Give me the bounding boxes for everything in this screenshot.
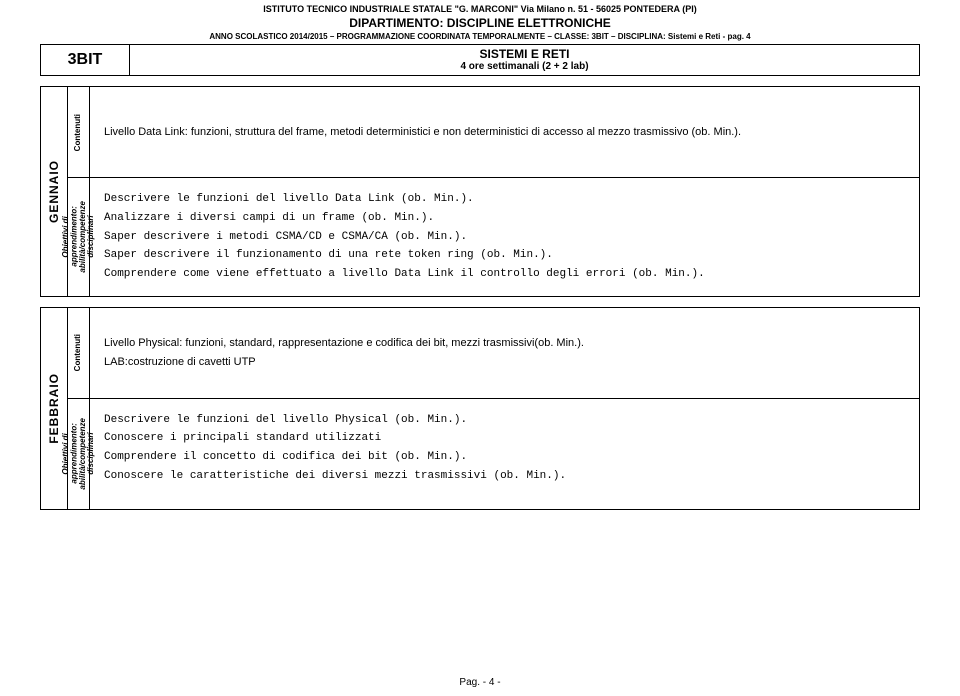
month-body: Contenuti Livello Data Link: funzioni, st… <box>68 86 920 296</box>
month-block: FEBBRAIO Contenuti Livello Physical: funzi… <box>40 307 920 510</box>
obiettivo-line: Conoscere i principali standard utilizza… <box>104 429 905 448</box>
obiettivi-content: Descrivere le funzioni del livello Physi… <box>90 399 919 509</box>
contenuti-content: Livello Physical: funzioni, standard, ra… <box>90 308 919 398</box>
document-header: ISTITUTO TECNICO INDUSTRIALE STATALE "G.… <box>40 4 920 42</box>
contenuti-label: Contenuti <box>74 114 82 151</box>
obiettivo-line: Comprendere il concetto di codifica dei … <box>104 448 905 467</box>
department: DIPARTIMENTO: DISCIPLINE ELETTRONICHE <box>40 16 920 31</box>
obiettivo-line: Saper descrivere il funzionamento di una… <box>104 246 905 265</box>
obiettivo-line: Conoscere le caratteristiche dei diversi… <box>104 467 905 486</box>
obiettivi-tab: Obiettivi diapprendimento:abilità/compet… <box>68 399 90 509</box>
month-body: Contenuti Livello Physical: funzioni, sta… <box>68 307 920 510</box>
subject-title: SISTEMI E RETI <box>130 47 919 61</box>
months-container: GENNAIO Contenuti Livello Data Link: funzi… <box>40 86 920 509</box>
contenuti-tab: Contenuti <box>68 87 90 177</box>
obiettivi-tab: Obiettivi diapprendimento:abilità/compet… <box>68 178 90 295</box>
contenuti-label: Contenuti <box>74 334 82 371</box>
obiettivo-line: Analizzare i diversi campi di un frame (… <box>104 209 905 228</box>
obiettivi-content: Descrivere le funzioni del livello Data … <box>90 178 919 295</box>
subject-box: SISTEMI E RETI 4 ore settimanali (2 + 2 … <box>130 44 920 76</box>
obiettivi-section: Obiettivi diapprendimento:abilità/compet… <box>68 399 920 510</box>
contenuti-tab: Contenuti <box>68 308 90 398</box>
year-program-line: ANNO SCOLASTICO 2014/2015 – PROGRAMMAZIO… <box>40 32 920 42</box>
contenuti-text: Livello Physical: funzioni, standard, ra… <box>104 334 584 371</box>
page-footer: Pag. - 4 - <box>0 677 960 688</box>
title-row: 3BIT SISTEMI E RETI 4 ore settimanali (2… <box>40 44 920 76</box>
contenuti-content: Livello Data Link: funzioni, struttura d… <box>90 87 919 177</box>
contenuti-text: Livello Data Link: funzioni, struttura d… <box>104 123 741 142</box>
page: ISTITUTO TECNICO INDUSTRIALE STATALE "G.… <box>0 0 960 696</box>
obiettivi-label: Obiettivi diapprendimento:abilità/compet… <box>62 418 96 490</box>
month-name: GENNAIO <box>47 160 61 223</box>
school-name: ISTITUTO TECNICO INDUSTRIALE STATALE "G.… <box>40 4 920 15</box>
subject-hours: 4 ore settimanali (2 + 2 lab) <box>130 61 919 72</box>
obiettivo-line: Comprendere come viene effettuato a live… <box>104 265 905 284</box>
class-code-box: 3BIT <box>40 44 130 76</box>
obiettivo-line: Descrivere le funzioni del livello Physi… <box>104 411 905 430</box>
month-name: FEBBRAIO <box>47 373 61 444</box>
obiettivi-section: Obiettivi diapprendimento:abilità/compet… <box>68 178 920 296</box>
obiettivi-label: Obiettivi diapprendimento:abilità/compet… <box>62 201 96 273</box>
obiettivo-line: Saper descrivere i metodi CSMA/CD e CSMA… <box>104 228 905 247</box>
contenuti-section: Contenuti Livello Data Link: funzioni, st… <box>68 86 920 178</box>
month-block: GENNAIO Contenuti Livello Data Link: funzi… <box>40 86 920 296</box>
contenuti-section: Contenuti Livello Physical: funzioni, sta… <box>68 307 920 399</box>
obiettivo-line: Descrivere le funzioni del livello Data … <box>104 190 905 209</box>
